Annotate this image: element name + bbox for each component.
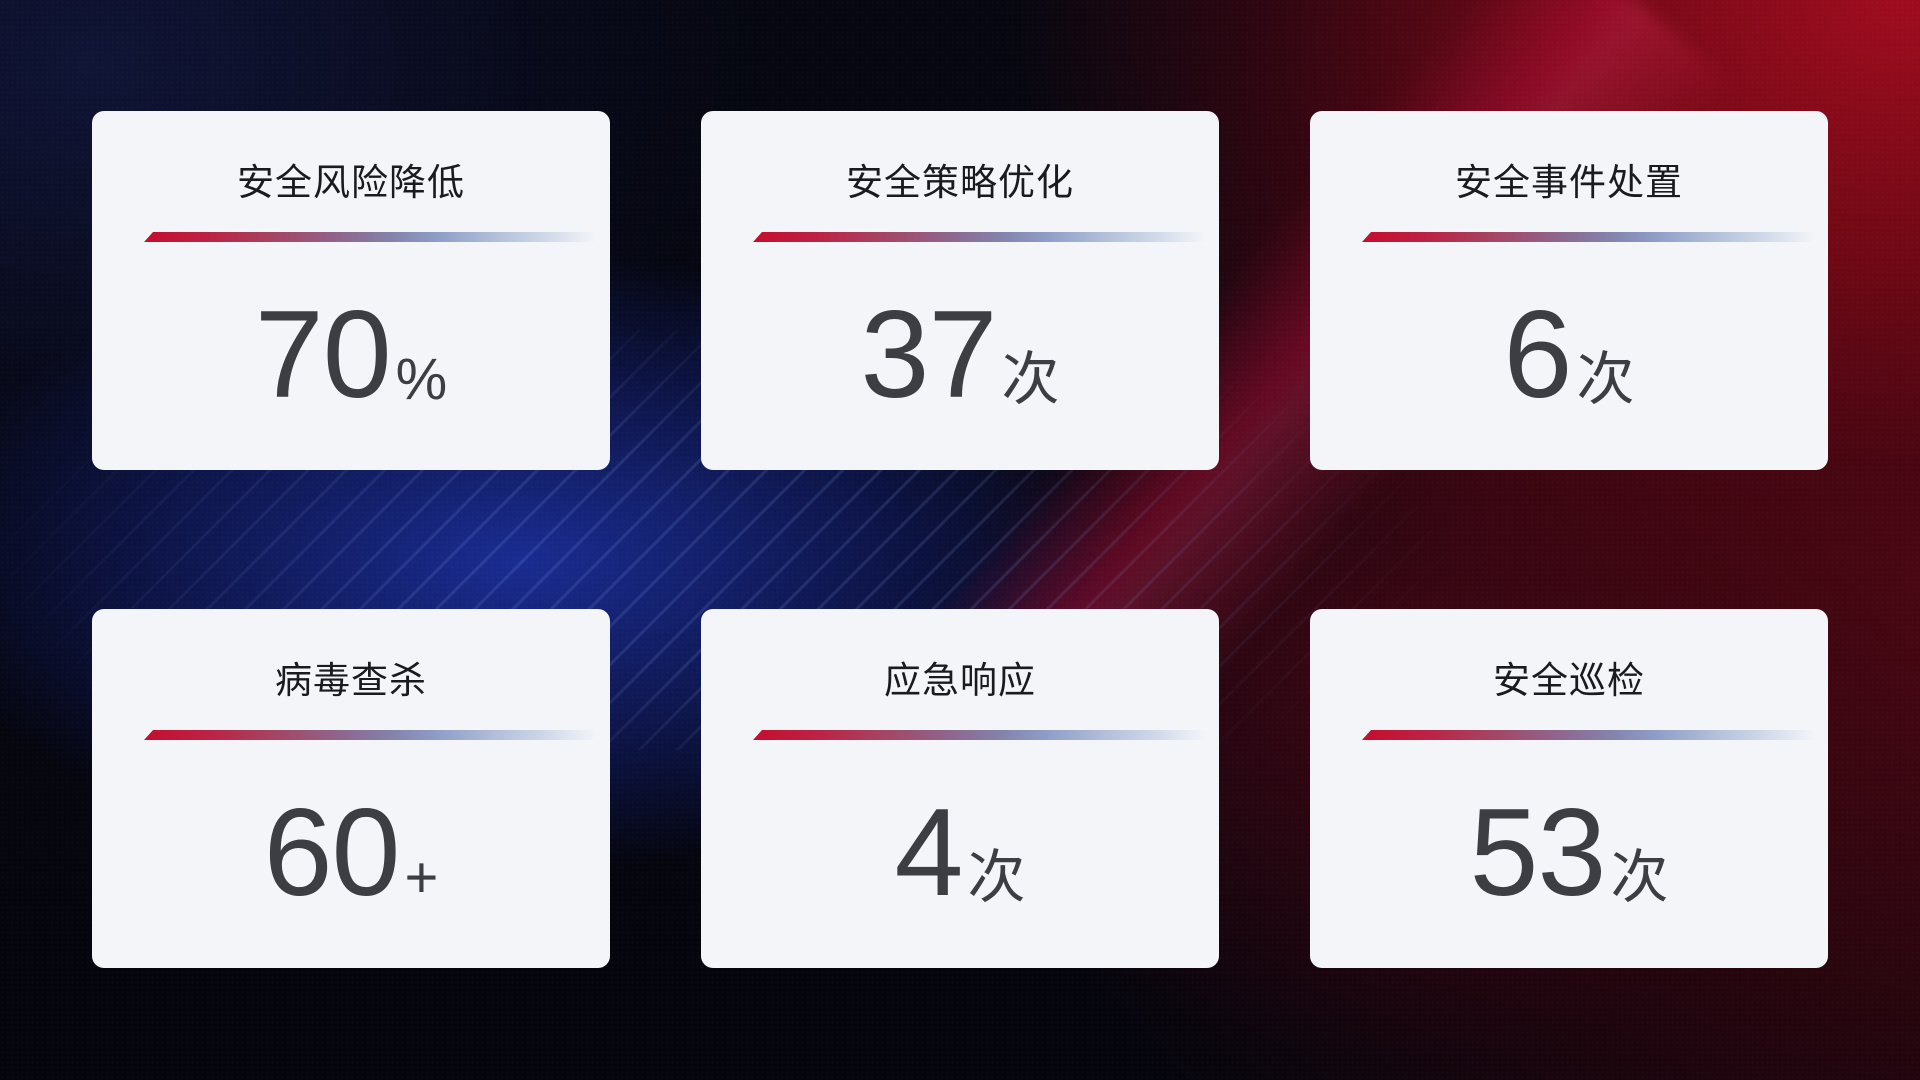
stat-value: 6 xyxy=(1503,286,1573,424)
accent-divider-line xyxy=(1362,232,1815,242)
stat-card-title: 病毒查杀 xyxy=(275,660,427,701)
stat-card-title: 安全事件处置 xyxy=(1455,162,1683,203)
stat-card-policy-optimization: 安全策略优化 37 次 xyxy=(701,111,1219,470)
stat-card-virus-scan: 病毒查杀 60 + xyxy=(92,609,610,968)
stat-value-row: 60 + xyxy=(92,791,610,915)
stat-value: 53 xyxy=(1469,784,1607,922)
stat-card-incident-handling: 安全事件处置 6 次 xyxy=(1310,111,1828,470)
stat-value: 60 xyxy=(263,784,401,922)
stat-unit: % xyxy=(395,347,448,412)
stat-value: 70 xyxy=(254,286,392,424)
accent-divider-line xyxy=(144,730,597,740)
stat-card-title: 安全巡检 xyxy=(1493,660,1645,701)
stat-card-emergency-response: 应急响应 4 次 xyxy=(701,609,1219,968)
stat-card-security-inspection: 安全巡检 53 次 xyxy=(1310,609,1828,968)
stat-card-risk-reduction: 安全风险降低 70 % xyxy=(92,111,610,470)
stat-value: 4 xyxy=(894,784,964,922)
stat-unit: 次 xyxy=(1610,845,1669,910)
stat-value: 37 xyxy=(860,286,998,424)
stat-value-row: 70 % xyxy=(92,293,610,417)
stat-unit: + xyxy=(404,845,439,910)
accent-divider-line xyxy=(1362,730,1815,740)
stat-unit: 次 xyxy=(1001,347,1060,412)
stat-value-row: 6 次 xyxy=(1310,293,1828,417)
stat-unit: 次 xyxy=(967,845,1026,910)
stat-value-row: 53 次 xyxy=(1310,791,1828,915)
stat-card-title: 安全风险降低 xyxy=(237,162,465,203)
accent-divider-line xyxy=(753,232,1206,242)
accent-divider-line xyxy=(753,730,1206,740)
stat-card-title: 安全策略优化 xyxy=(846,162,1074,203)
stat-card-title: 应急响应 xyxy=(884,660,1036,701)
stat-value-row: 37 次 xyxy=(701,293,1219,417)
stat-value-row: 4 次 xyxy=(701,791,1219,915)
accent-divider-line xyxy=(144,232,597,242)
stat-unit: 次 xyxy=(1576,347,1635,412)
